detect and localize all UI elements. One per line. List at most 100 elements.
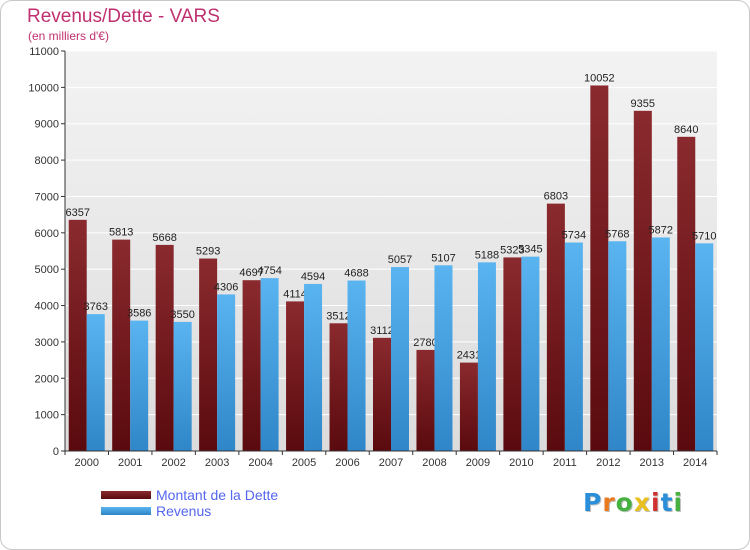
bar-revenue: [391, 267, 409, 451]
data-label-debt: 5293: [196, 246, 220, 258]
logo-letter: r: [602, 488, 616, 517]
y-tick-label: 6000: [35, 228, 59, 240]
x-tick-label: 2012: [596, 457, 620, 469]
data-label-revenue: 5345: [518, 244, 542, 256]
data-label-debt: 6357: [65, 207, 89, 219]
data-label-debt: 4114: [283, 288, 307, 300]
data-label-revenue: 5872: [649, 224, 673, 236]
x-tick-label: 2013: [640, 457, 664, 469]
bar-debt: [677, 136, 696, 451]
bar-revenue: [695, 243, 714, 451]
proxiti-logo: Proxiti: [583, 488, 683, 517]
x-tick-label: 2014: [683, 457, 707, 469]
bar-debt: [199, 258, 218, 451]
x-tick-label: 2006: [335, 457, 359, 469]
legend-item-debt: Montant de la Dette: [101, 487, 361, 504]
data-label-revenue: 4754: [257, 265, 281, 277]
bar-revenue: [260, 278, 279, 451]
bar-debt: [373, 337, 391, 451]
bar-debt: [242, 280, 261, 451]
bar-revenue: [347, 280, 366, 451]
data-label-revenue: 5107: [431, 252, 455, 264]
y-tick-label: 10000: [28, 82, 59, 94]
x-tick-label: 2000: [74, 457, 98, 469]
y-tick-label: 4000: [35, 301, 59, 313]
x-tick-label: 2011: [553, 457, 577, 469]
legend-label-revenue: Revenus: [156, 503, 212, 519]
x-tick-label: 2001: [118, 457, 142, 469]
bar-debt: [286, 301, 305, 451]
bar-debt: [590, 85, 609, 452]
y-tick-label: 9000: [35, 119, 59, 131]
bar-debt: [329, 323, 348, 451]
data-label-revenue: 4688: [344, 268, 368, 280]
x-tick-label: 2009: [466, 457, 490, 469]
chart-subtitle: (en milliers d'€): [28, 29, 109, 43]
legend-label-debt: Montant de la Dette: [156, 487, 279, 503]
data-label-debt: 2780: [413, 337, 437, 349]
bar-revenue: [434, 265, 453, 451]
data-label-revenue: 5710: [692, 230, 716, 242]
y-tick-label: 8000: [35, 155, 59, 167]
bar-debt: [546, 203, 565, 451]
bar-revenue: [217, 294, 236, 451]
x-tick-label: 2003: [205, 457, 229, 469]
data-label-debt: 5323: [500, 244, 524, 256]
data-label-debt: 9355: [631, 98, 655, 110]
logo-letter: o: [615, 488, 634, 517]
x-tick-label: 2008: [422, 457, 446, 469]
legend-swatch-debt: [101, 491, 151, 499]
y-tick-label: 11000: [29, 46, 59, 58]
y-tick-label: 2000: [35, 373, 59, 385]
bar-debt: [112, 239, 131, 451]
y-tick-label: 1000: [35, 410, 59, 422]
y-tick-label: 3000: [35, 337, 59, 349]
data-label-debt: 10052: [584, 72, 615, 84]
x-tick-label: 2005: [292, 457, 316, 469]
x-tick-label: 2010: [509, 457, 533, 469]
chart-title: Revenus/Dette - VARS: [27, 6, 220, 27]
legend-item-revenue: Revenus: [101, 503, 361, 520]
data-label-debt: 3112: [370, 325, 394, 337]
data-label-revenue: 4594: [301, 271, 325, 283]
x-tick-label: 2002: [161, 457, 185, 469]
bar-debt: [155, 244, 174, 451]
bar-debt: [68, 219, 87, 451]
bar-revenue: [477, 262, 496, 451]
legend: Montant de la Dette Revenus: [101, 487, 361, 520]
data-label-revenue: 5057: [388, 254, 412, 266]
data-label-debt: 5813: [109, 227, 133, 239]
data-label-revenue: 3586: [127, 308, 151, 320]
logo-letter: P: [583, 488, 603, 517]
bar-revenue: [86, 314, 105, 451]
bar-revenue: [130, 320, 149, 451]
data-label-revenue: 4306: [214, 281, 238, 293]
bar-debt: [459, 362, 478, 451]
bar-revenue: [564, 242, 583, 451]
data-label-debt: 8640: [674, 124, 698, 136]
bar-debt: [503, 257, 522, 451]
data-label-debt: 3512: [326, 310, 350, 322]
data-label-revenue: 5768: [605, 228, 629, 240]
bar-revenue: [304, 283, 323, 451]
x-tick-label: 2007: [379, 457, 403, 469]
bar-debt: [416, 349, 435, 451]
logo-letter: i: [651, 488, 661, 517]
data-label-revenue: 3550: [170, 309, 194, 321]
bar-revenue: [173, 321, 192, 451]
legend-swatch-revenue: [101, 507, 151, 515]
y-tick-label: 5000: [35, 264, 59, 276]
logo-letter: x: [633, 488, 651, 517]
data-label-debt: 5668: [152, 232, 176, 244]
data-label-debt: 6803: [544, 191, 568, 203]
data-label-revenue: 3763: [83, 301, 107, 313]
data-label-revenue: 5734: [562, 229, 586, 241]
y-tick-label: 0: [53, 446, 59, 458]
data-label-debt: 4697: [239, 267, 263, 279]
data-label-debt: 2431: [457, 350, 481, 362]
bar-debt: [633, 110, 652, 452]
x-tick-label: 2004: [248, 457, 272, 469]
bar-revenue: [521, 256, 540, 451]
